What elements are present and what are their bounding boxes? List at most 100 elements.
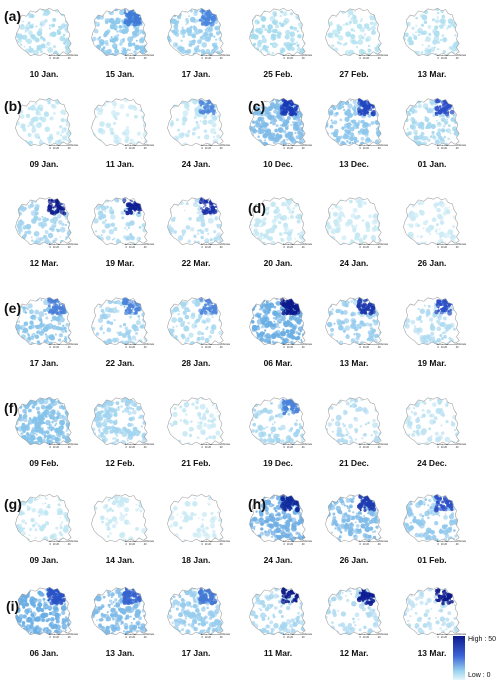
- scale-tick-label: 10: [205, 246, 208, 249]
- scale-tick-label: 0: [125, 446, 127, 449]
- scale-tick-label: 20: [366, 246, 369, 249]
- region-outline: [91, 396, 148, 446]
- scale-unit-label: Kilometers: [457, 540, 466, 543]
- scale-tick-label: 20: [366, 147, 369, 150]
- snow-map: 0102040Kilometers: [320, 395, 391, 451]
- scale-tick-label: 10: [441, 543, 444, 546]
- snow-map: 0102040Kilometers: [162, 96, 233, 152]
- scale-tick-label: 40: [302, 543, 305, 546]
- scale-tick-label: 40: [302, 147, 305, 150]
- scale-tick-label: 10: [363, 246, 366, 249]
- snow-map: 0102040Kilometers: [162, 395, 233, 451]
- scale-tick-label: 40: [68, 346, 71, 349]
- scale-tick-label: 10: [53, 147, 56, 150]
- region-outline: [167, 396, 224, 446]
- scale-tick-label: 0: [283, 446, 285, 449]
- scale-unit-label: Kilometers: [379, 633, 388, 636]
- scale-tick-label: 20: [366, 446, 369, 449]
- map-date-label: 13 Dec.: [339, 159, 369, 169]
- region-outline: [249, 97, 306, 147]
- scale-tick-label: 40: [144, 246, 147, 249]
- scale-tick-label: 0: [359, 147, 361, 150]
- map-date-label: 19 Mar.: [105, 258, 135, 268]
- scale-unit-label: Kilometers: [145, 243, 154, 246]
- region-outline: [249, 196, 306, 246]
- scale-unit-label: Kilometers: [303, 243, 312, 246]
- region-outline: [249, 296, 306, 346]
- scale-tick-label: 10: [441, 57, 444, 60]
- map-date-label: 10 Jan.: [29, 69, 59, 79]
- scale-tick-label: 40: [378, 57, 381, 60]
- map-date-label: 18 Jan.: [181, 555, 211, 565]
- scale-unit-label: Kilometers: [69, 54, 78, 57]
- scale-tick-label: 0: [359, 636, 361, 639]
- scale-tick-label: 40: [456, 543, 459, 546]
- scale-tick-label: 10: [129, 636, 132, 639]
- scale-unit-label: Kilometers: [69, 540, 78, 543]
- scale-tick-label: 40: [220, 636, 223, 639]
- scale-tick-label: 40: [144, 346, 147, 349]
- snow-map: 0102040Kilometers: [244, 492, 315, 548]
- scale-tick-label: 0: [49, 147, 51, 150]
- region-outline: [403, 97, 460, 147]
- scale-tick-label: 0: [201, 543, 203, 546]
- scale-tick-label: 10: [129, 246, 132, 249]
- region-outline: [249, 7, 306, 57]
- scale-tick-label: 10: [205, 57, 208, 60]
- scale-unit-label: Kilometers: [379, 243, 388, 246]
- region-outline: [249, 586, 306, 636]
- region-outline: [325, 7, 382, 57]
- scale-tick-label: 0: [125, 346, 127, 349]
- panel-letter: (c): [248, 98, 266, 114]
- scale-unit-label: Kilometers: [457, 243, 466, 246]
- panel-letter: (e): [4, 300, 22, 316]
- scale-tick-label: 0: [125, 246, 127, 249]
- scale-tick-label: 0: [437, 636, 439, 639]
- scale-tick-label: 20: [132, 543, 135, 546]
- scale-tick-label: 40: [144, 446, 147, 449]
- scale-tick-label: 20: [56, 636, 59, 639]
- region-outline: [167, 296, 224, 346]
- region-outline: [91, 7, 148, 57]
- scale-tick-label: 20: [444, 543, 447, 546]
- scale-tick-label: 20: [132, 57, 135, 60]
- scale-tick-label: 0: [125, 147, 127, 150]
- region-outline: [15, 7, 72, 57]
- snow-map: 0102040Kilometers: [398, 585, 469, 641]
- scale-tick-label: 20: [290, 636, 293, 639]
- snow-map: 0102040Kilometers: [10, 295, 81, 351]
- map-date-label: 27 Feb.: [339, 69, 369, 79]
- scale-tick-label: 20: [290, 543, 293, 546]
- scale-tick-label: 10: [205, 147, 208, 150]
- scale-unit-label: Kilometers: [69, 144, 78, 147]
- scale-tick-label: 40: [456, 346, 459, 349]
- scale-unit-label: Kilometers: [457, 54, 466, 57]
- scale-tick-label: 0: [283, 57, 285, 60]
- scale-tick-label: 40: [68, 57, 71, 60]
- scale-unit-label: Kilometers: [221, 633, 230, 636]
- scale-tick-label: 40: [456, 446, 459, 449]
- scale-tick-label: 20: [444, 636, 447, 639]
- snow-map: 0102040Kilometers: [244, 585, 315, 641]
